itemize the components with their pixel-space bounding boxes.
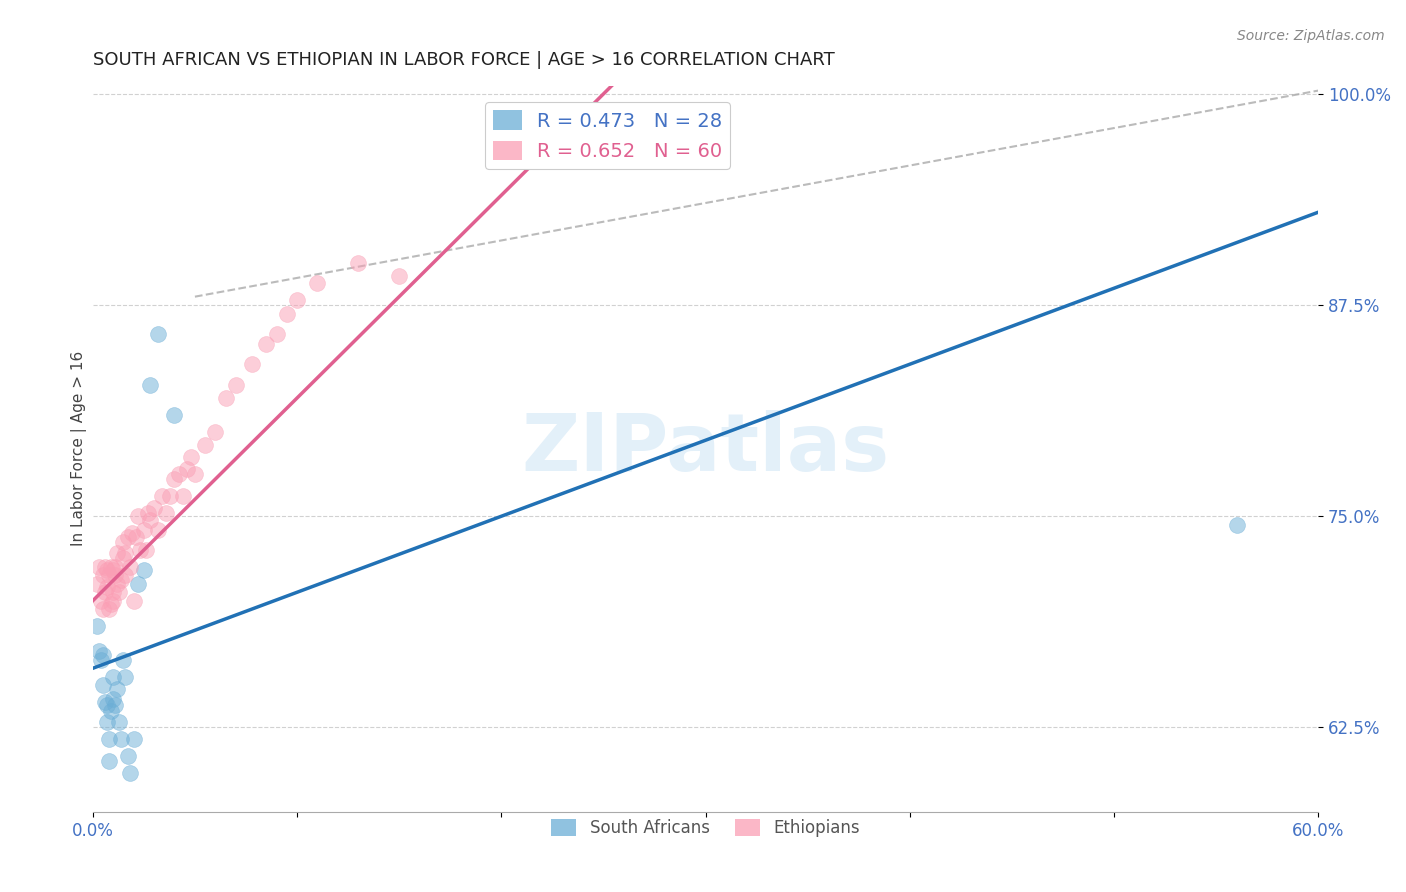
Point [91, 602, 114, 616]
Point [117, 749, 139, 764]
Point [117, 529, 139, 543]
Point [86, 619, 108, 633]
Point [108, 585, 131, 599]
Text: Source: ZipAtlas.com: Source: ZipAtlas.com [1237, 29, 1385, 43]
Y-axis label: In Labor Force | Age > 16: In Labor Force | Age > 16 [72, 351, 87, 546]
Point [98, 732, 121, 747]
Point [103, 670, 125, 684]
Point [122, 732, 145, 747]
Point [96, 580, 118, 594]
Point [121, 526, 143, 541]
Point [96, 698, 118, 713]
Point [125, 529, 148, 543]
Point [163, 472, 186, 486]
Point [114, 546, 136, 560]
Point [240, 357, 263, 371]
Point [90, 593, 112, 607]
Point [110, 574, 132, 588]
Text: SOUTH AFRICAN VS ETHIOPIAN IN LABOR FORCE | AGE > 16 CORRELATION CHART: SOUTH AFRICAN VS ETHIOPIAN IN LABOR FORC… [93, 51, 835, 69]
Point [105, 546, 128, 560]
Point [91, 568, 114, 582]
Legend: South Africans, Ethiopians: South Africans, Ethiopians [544, 812, 866, 844]
Point [98, 568, 121, 582]
Point [307, 276, 329, 290]
Point [94, 560, 117, 574]
Point [96, 715, 118, 730]
Point [103, 691, 125, 706]
Point [347, 256, 370, 270]
Point [100, 704, 122, 718]
Point [112, 551, 135, 566]
Point [176, 462, 198, 476]
Point [204, 425, 226, 439]
Point [112, 534, 135, 549]
Point [122, 593, 145, 607]
Point [108, 715, 131, 730]
Point [100, 597, 122, 611]
Point [87, 644, 110, 658]
Point [94, 695, 117, 709]
Point [225, 377, 247, 392]
Point [87, 560, 110, 574]
Point [104, 698, 127, 713]
Point [150, 489, 173, 503]
Point [100, 560, 122, 574]
Point [104, 568, 127, 582]
Point [132, 563, 155, 577]
Point [184, 467, 207, 481]
Point [146, 326, 169, 341]
Point [139, 513, 162, 527]
Point [114, 670, 136, 684]
Point [103, 593, 125, 607]
Point [103, 585, 125, 599]
Point [105, 681, 128, 696]
Point [276, 307, 298, 321]
Point [118, 766, 141, 780]
Point [254, 337, 277, 351]
Point [167, 467, 190, 481]
Point [388, 269, 411, 284]
Point [127, 577, 149, 591]
Point [266, 326, 288, 341]
Point [98, 754, 121, 768]
Point [172, 489, 194, 503]
Point [1226, 517, 1249, 532]
Point [163, 408, 186, 422]
Point [132, 523, 155, 537]
Point [155, 506, 177, 520]
Point [127, 509, 149, 524]
Point [139, 377, 162, 392]
Point [104, 560, 127, 574]
Point [143, 500, 166, 515]
Point [159, 489, 181, 503]
Point [98, 602, 121, 616]
Point [96, 563, 118, 577]
Point [103, 563, 125, 577]
Point [110, 732, 132, 747]
Point [86, 577, 108, 591]
Point [180, 450, 202, 464]
Point [146, 523, 169, 537]
Point [194, 438, 217, 452]
Text: ZIPatlas: ZIPatlas [522, 409, 890, 488]
Point [214, 391, 236, 405]
Point [91, 678, 114, 692]
Point [136, 506, 159, 520]
Point [118, 560, 141, 574]
Point [105, 577, 128, 591]
Point [112, 653, 135, 667]
Point [135, 543, 157, 558]
Point [91, 648, 114, 662]
Point [285, 293, 308, 307]
Point [114, 568, 136, 582]
Point [128, 543, 150, 558]
Point [94, 585, 117, 599]
Point [90, 653, 112, 667]
